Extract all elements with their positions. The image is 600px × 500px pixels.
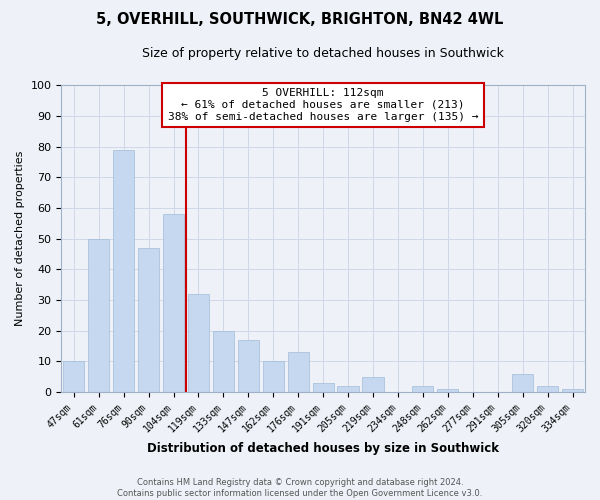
Bar: [537, 386, 558, 392]
Text: 5, OVERHILL, SOUTHWICK, BRIGHTON, BN42 4WL: 5, OVERHILL, SOUTHWICK, BRIGHTON, BN42 4…: [97, 12, 503, 28]
Bar: [313, 382, 334, 392]
Bar: [163, 214, 184, 392]
Bar: [188, 294, 209, 392]
Bar: [512, 374, 533, 392]
Bar: [562, 389, 583, 392]
Bar: [88, 238, 109, 392]
X-axis label: Distribution of detached houses by size in Southwick: Distribution of detached houses by size …: [147, 442, 499, 455]
Bar: [437, 389, 458, 392]
Title: Size of property relative to detached houses in Southwick: Size of property relative to detached ho…: [142, 48, 504, 60]
Text: 5 OVERHILL: 112sqm
← 61% of detached houses are smaller (213)
38% of semi-detach: 5 OVERHILL: 112sqm ← 61% of detached hou…: [168, 88, 478, 122]
Bar: [263, 362, 284, 392]
Text: Contains HM Land Registry data © Crown copyright and database right 2024.
Contai: Contains HM Land Registry data © Crown c…: [118, 478, 482, 498]
Bar: [362, 376, 383, 392]
Bar: [238, 340, 259, 392]
Bar: [138, 248, 159, 392]
Bar: [412, 386, 433, 392]
Bar: [337, 386, 359, 392]
Bar: [113, 150, 134, 392]
Y-axis label: Number of detached properties: Number of detached properties: [15, 151, 25, 326]
Bar: [287, 352, 309, 392]
Bar: [213, 330, 234, 392]
Bar: [63, 362, 85, 392]
